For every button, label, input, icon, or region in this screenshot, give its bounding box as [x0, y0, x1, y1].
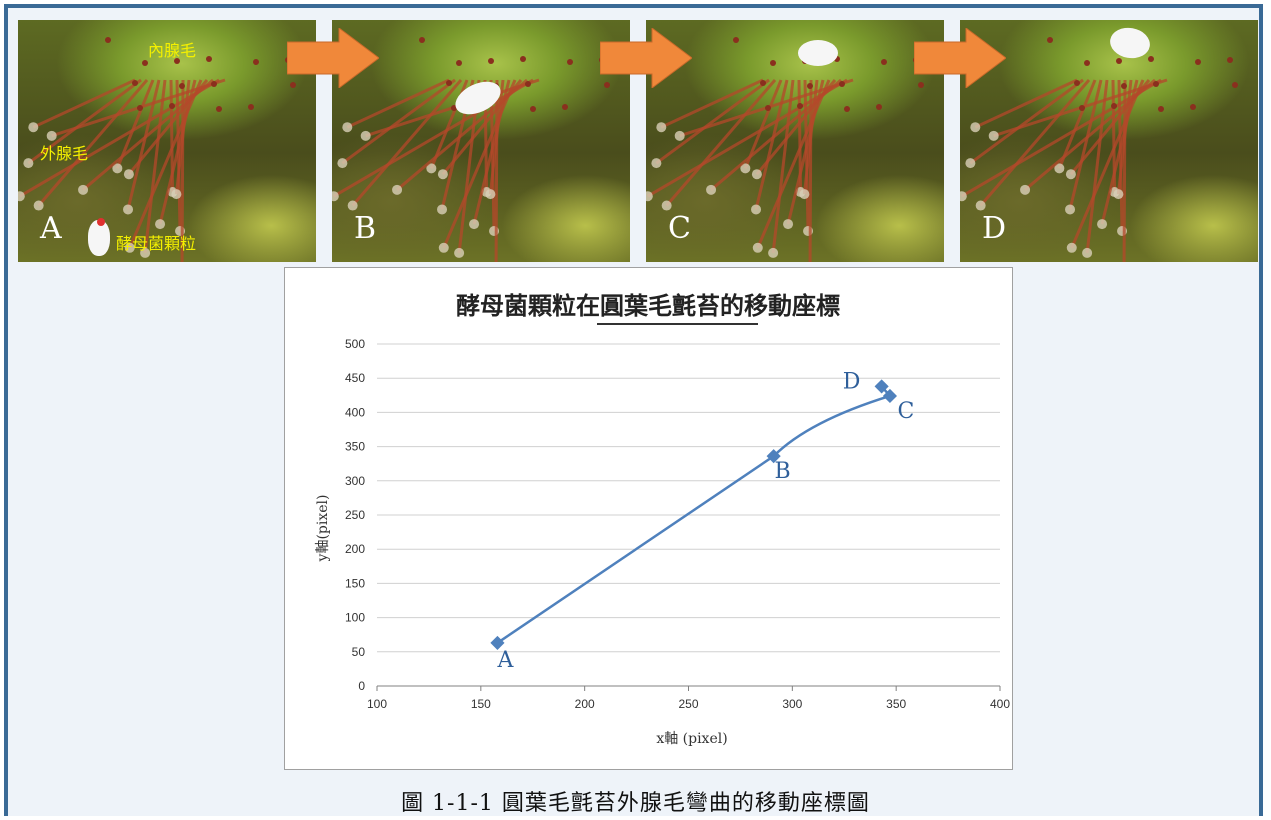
y-tick-label: 450 — [345, 371, 365, 385]
yeast-particle — [88, 220, 110, 256]
y-tick-label: 200 — [345, 542, 365, 556]
data-point-b — [766, 449, 781, 464]
tentacles-texture — [646, 37, 924, 262]
x-tick-label: 250 — [678, 697, 698, 711]
x-tick-label: 200 — [575, 697, 595, 711]
x-tick-label: 150 — [471, 697, 491, 711]
inner-gland-label: 內腺毛 — [148, 41, 197, 60]
x-axis-label: x軸 (pixel) — [656, 731, 727, 747]
panel-letter-c: C — [668, 211, 691, 246]
photo-panel-c: C — [646, 20, 944, 262]
photo-panel-d: D — [960, 20, 1258, 262]
figure-caption: 圖 1-1-1 圓葉毛氈苔外腺毛彎曲的移動座標圖 — [401, 791, 870, 816]
data-label-b: B — [775, 459, 791, 484]
y-tick-label: 300 — [345, 474, 365, 488]
y-tick-label: 100 — [345, 611, 365, 625]
data-label-c: C — [898, 399, 915, 424]
y-tick-label: 400 — [345, 405, 365, 419]
scatter-chart: 酵母菌顆粒在圓葉毛氈苔的移動座標 0 50 100 150 200 250 300 350 40… — [315, 291, 1010, 747]
panel-letter-a: A — [40, 211, 62, 246]
yeast-particle-label: 酵母菌顆粒 — [116, 234, 197, 253]
x-tick-label: 300 — [782, 697, 802, 711]
tentacles-texture — [960, 37, 1238, 262]
photo-panel-b: B — [332, 20, 630, 262]
arrow-right-icon — [600, 28, 692, 88]
chart-title: 酵母菌顆粒在圓葉毛氈苔的移動座標 — [456, 291, 840, 320]
data-point-d — [874, 379, 889, 394]
arrow-right-icon — [287, 28, 379, 88]
data-point-c — [882, 388, 898, 404]
panel-letter-b: B — [354, 211, 377, 246]
data-label-d: D — [843, 369, 861, 394]
tentacles-texture — [18, 37, 296, 262]
arrow-right-icon — [914, 28, 1006, 88]
series-line — [496, 385, 893, 644]
yeast-particle — [798, 40, 838, 66]
y-axis-label: y軸(pixel) — [315, 495, 331, 563]
x-tick-label: 100 — [367, 697, 387, 711]
y-tick-label: 250 — [345, 508, 365, 522]
yeast-marker-dot — [97, 218, 105, 226]
y-tick-label: 50 — [352, 645, 366, 659]
outer-gland-label: 外腺毛 — [40, 144, 89, 163]
y-tick-label: 150 — [345, 576, 365, 590]
y-tick-label: 500 — [345, 337, 365, 351]
y-tick-label: 0 — [358, 679, 365, 693]
data-label-a: A — [497, 648, 515, 673]
y-tick-label: 350 — [345, 440, 365, 454]
photo-panel-a: 內腺毛 外腺毛 酵母菌顆粒 A — [18, 20, 316, 262]
chart-container: 酵母菌顆粒在圓葉毛氈苔的移動座標 0 50 100 150 200 250 300 350 40… — [284, 267, 1013, 770]
x-tick-label: 400 — [990, 697, 1010, 711]
x-tick-label: 350 — [886, 697, 906, 711]
panel-letter-d: D — [982, 211, 1007, 246]
